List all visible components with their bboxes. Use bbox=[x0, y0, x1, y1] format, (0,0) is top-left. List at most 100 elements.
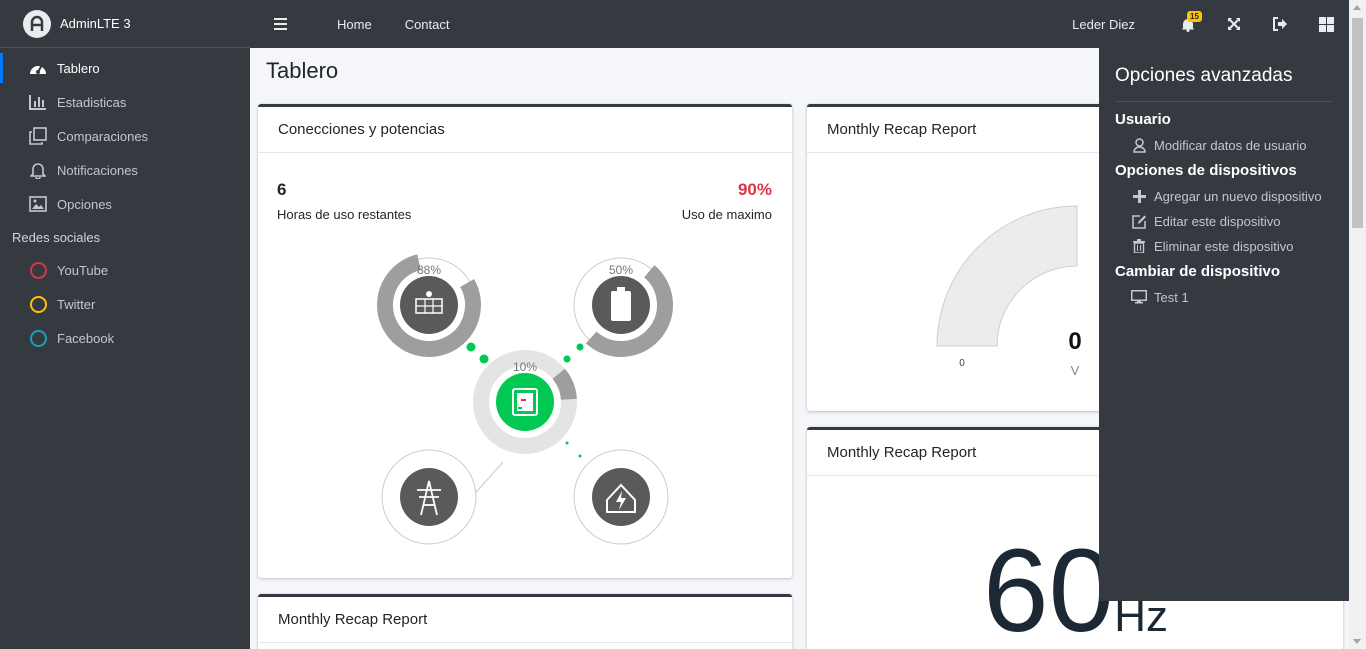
control-sidebar-title: Opciones avanzadas bbox=[1115, 65, 1333, 102]
frequency-number: 60 bbox=[983, 525, 1115, 649]
trash-icon bbox=[1131, 238, 1147, 254]
sidebar-item-comparaciones[interactable]: Comparaciones bbox=[0, 119, 250, 153]
copy-icon bbox=[28, 126, 48, 146]
scroll-down-icon[interactable] bbox=[1353, 639, 1361, 644]
control-sidebar: Opciones avanzadas Usuario Modificar dat… bbox=[1099, 48, 1349, 601]
brand-logo-icon bbox=[23, 9, 51, 38]
inverter-percent: 10% bbox=[513, 360, 537, 374]
solar-percent: 88% bbox=[417, 263, 441, 277]
nav-link-home[interactable]: Home bbox=[337, 16, 372, 32]
solar-panel-icon bbox=[415, 291, 443, 314]
sidebar-item-label: Opciones bbox=[57, 196, 112, 212]
sidebar-item-label: Tablero bbox=[57, 60, 100, 76]
card-title: Monthly Recap Report bbox=[807, 430, 1343, 476]
sidebar-item-facebook[interactable]: Facebook bbox=[0, 321, 250, 355]
notifications-button[interactable]: 15 bbox=[1165, 10, 1211, 32]
bell-icon bbox=[28, 160, 48, 180]
recap-card-3: Monthly Recap Report bbox=[258, 594, 792, 649]
card-title: Monthly Recap Report bbox=[807, 107, 1107, 153]
sidebar-item-twitter[interactable]: Twitter bbox=[0, 287, 250, 321]
add-device-link[interactable]: Agregar un nuevo dispositivo bbox=[1115, 188, 1333, 204]
fullscreen-button[interactable] bbox=[1211, 17, 1257, 31]
sidebar-header-social: Redes sociales bbox=[12, 230, 101, 245]
gauge-unit: V bbox=[1071, 363, 1080, 378]
device-test-1[interactable]: Test 1 bbox=[1115, 289, 1333, 305]
connections-card: Conecciones y potencias 6 Horas de uso r… bbox=[258, 104, 792, 578]
add-device-label: Agregar un nuevo dispositivo bbox=[1154, 188, 1322, 204]
section-usuario: Usuario bbox=[1115, 111, 1171, 128]
inverter-node[interactable]: 10% bbox=[463, 340, 587, 464]
scroll-up-icon[interactable] bbox=[1353, 5, 1361, 10]
battery-icon bbox=[611, 287, 631, 321]
scroll-thumb[interactable] bbox=[1352, 18, 1363, 228]
chart-icon bbox=[28, 92, 48, 112]
dashboard-icon bbox=[28, 58, 48, 78]
power-flow-diagram: 88% 50% 10% bbox=[369, 247, 683, 545]
sidebar-social-nav: YouTube Twitter Facebook bbox=[0, 253, 250, 355]
home-node[interactable] bbox=[573, 449, 669, 545]
edit-icon bbox=[1131, 213, 1147, 229]
expand-icon bbox=[1228, 18, 1240, 30]
user-icon bbox=[1131, 137, 1147, 153]
edit-user-link[interactable]: Modificar datos de usuario bbox=[1115, 137, 1333, 153]
sidebar-item-label: Comparaciones bbox=[57, 128, 149, 144]
hours-value: 6 bbox=[277, 180, 287, 199]
page-scrollbar[interactable] bbox=[1349, 0, 1366, 649]
device-name: Test 1 bbox=[1154, 289, 1189, 305]
frequency-value: 60Hz bbox=[983, 532, 1168, 649]
usage-label: Uso de maximo bbox=[681, 207, 772, 222]
top-navbar: Home Contact Leder Diez 15 bbox=[250, 0, 1349, 48]
circle-icon bbox=[29, 329, 47, 347]
sidebar-item-estadisticas[interactable]: Estadisticas bbox=[0, 85, 250, 119]
gauge-min: 0 bbox=[959, 358, 965, 369]
menu-toggle-icon[interactable] bbox=[274, 18, 287, 30]
card-title: Monthly Recap Report bbox=[258, 597, 792, 643]
nav-link-contact[interactable]: Contact bbox=[404, 16, 450, 32]
edit-user-label: Modificar datos de usuario bbox=[1154, 137, 1307, 153]
sidebar-nav: Tablero Estadisticas Comparaciones Notif… bbox=[0, 51, 250, 221]
sidebar-item-notificaciones[interactable]: Notificaciones bbox=[0, 153, 250, 187]
main-sidebar: AdminLTE 3 Tablero Estadisticas Comparac… bbox=[0, 0, 250, 649]
delete-device-label: Eliminar este dispositivo bbox=[1154, 238, 1294, 254]
logout-button[interactable] bbox=[1257, 17, 1303, 31]
circle-icon bbox=[29, 295, 47, 313]
sidebar-item-opciones[interactable]: Opciones bbox=[0, 187, 250, 221]
sidebar-item-label: Estadisticas bbox=[57, 94, 127, 110]
section-dispositivos: Opciones de dispositivos bbox=[1115, 162, 1297, 179]
voltage-gauge: 0 0 V bbox=[936, 205, 1082, 378]
page-title: Tablero bbox=[266, 58, 339, 83]
sidebar-item-label: YouTube bbox=[57, 262, 109, 278]
navbar-right: Leder Diez 15 bbox=[1072, 0, 1349, 48]
edit-device-label: Editar este dispositivo bbox=[1154, 213, 1281, 229]
sidebar-item-label: Facebook bbox=[57, 330, 115, 346]
grid-icon bbox=[1318, 16, 1334, 32]
brand-link[interactable]: AdminLTE 3 bbox=[0, 0, 250, 48]
plus-icon bbox=[1131, 188, 1147, 204]
grid-node[interactable] bbox=[381, 449, 477, 545]
delete-device-link[interactable]: Eliminar este dispositivo bbox=[1115, 238, 1333, 254]
logout-icon bbox=[1273, 17, 1287, 31]
brand-text: AdminLTE 3 bbox=[60, 16, 131, 31]
circle-icon bbox=[29, 261, 47, 279]
usage-value: 90% bbox=[737, 180, 772, 199]
power-tower-icon bbox=[417, 480, 441, 516]
user-name[interactable]: Leder Diez bbox=[1072, 16, 1135, 32]
monitor-icon bbox=[1131, 289, 1147, 305]
inverter-icon bbox=[512, 388, 538, 416]
sidebar-item-tablero[interactable]: Tablero bbox=[0, 51, 250, 85]
gauge-value: 0 bbox=[1068, 328, 1081, 355]
recap-card-1: Monthly Recap Report 0 0 V bbox=[807, 104, 1107, 411]
battery-percent: 50% bbox=[609, 263, 633, 277]
hours-label: Horas de uso restantes bbox=[277, 207, 412, 222]
control-sidebar-button[interactable] bbox=[1303, 16, 1349, 32]
solar-node[interactable]: 88% bbox=[369, 247, 489, 365]
sidebar-item-label: Notificaciones bbox=[57, 162, 138, 178]
card-title: Conecciones y potencias bbox=[258, 107, 792, 153]
battery-node[interactable]: 50% bbox=[559, 247, 683, 367]
edit-device-link[interactable]: Editar este dispositivo bbox=[1115, 213, 1333, 229]
notification-badge: 15 bbox=[1187, 10, 1202, 22]
sidebar-item-label: Twitter bbox=[57, 296, 96, 312]
section-cambiar: Cambiar de dispositivo bbox=[1115, 263, 1281, 280]
sidebar-item-youtube[interactable]: YouTube bbox=[0, 253, 250, 287]
image-icon bbox=[28, 194, 48, 214]
